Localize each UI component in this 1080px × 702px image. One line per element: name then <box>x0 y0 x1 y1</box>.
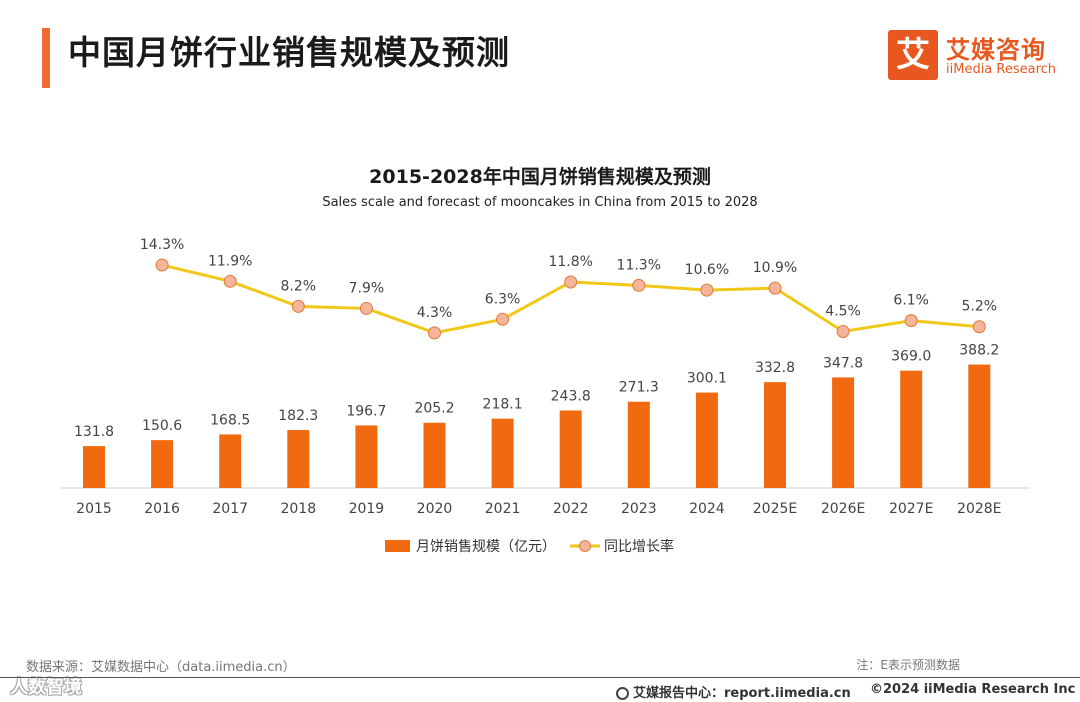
x-tick-2026E: 2026E <box>821 501 865 517</box>
growth-point-2028E <box>972 320 986 334</box>
bar-2018 <box>287 430 310 488</box>
bar-label-2027E: 369.0 <box>891 349 931 365</box>
growth-label-2026E: 4.5% <box>825 303 861 319</box>
footer-report: 艾媒报告中心：report.iimedia.cn <box>616 682 851 701</box>
legend-bar-swatch <box>385 540 410 552</box>
growth-label-2025E: 10.9% <box>753 260 797 276</box>
growth-point-2017 <box>223 274 237 288</box>
footer-copyright: ©2024 iiMedia Research Inc <box>870 682 1076 697</box>
chart-title: 2015-2028年中国月饼销售规模及预测 <box>369 166 711 188</box>
bar-2025E <box>764 382 786 488</box>
bar-label-2021: 218.1 <box>483 397 523 413</box>
x-tick-2015: 2015 <box>76 501 112 517</box>
growth-point-2025E <box>768 281 782 295</box>
bar-2021 <box>491 418 514 488</box>
growth-label-2019: 7.9% <box>349 280 385 296</box>
growth-label-2022: 11.8% <box>548 254 592 270</box>
growth-label-2017: 11.9% <box>208 253 252 269</box>
growth-rate-line <box>161 263 980 335</box>
growth-point-2026E <box>836 324 850 338</box>
page-title: 中国月饼行业销售规模及预测 <box>68 33 510 72</box>
growth-point-2020 <box>428 326 441 340</box>
bar-2020 <box>423 422 446 488</box>
logo-mark: 艾 <box>888 30 938 80</box>
legend-line-marker <box>579 540 591 552</box>
growth-point-2016 <box>155 258 169 272</box>
growth-point-2019 <box>359 301 373 315</box>
bar-label-2026E: 347.8 <box>823 355 863 371</box>
growth-label-2020: 4.3% <box>417 305 453 321</box>
growth-label-2016: 14.3% <box>140 237 184 253</box>
bar-label-2025E: 332.8 <box>755 360 795 376</box>
growth-label-2027E: 6.1% <box>893 293 929 309</box>
logo-chinese-name: 艾媒咨询 <box>946 36 1046 64</box>
x-tick-2028E: 2028E <box>957 501 1001 517</box>
legend-bar-label: 月饼销售规模（亿元） <box>416 539 556 555</box>
growth-label-2018: 8.2% <box>281 278 317 294</box>
bar-2027E <box>900 370 923 488</box>
x-tick-2018: 2018 <box>280 501 316 517</box>
growth-point-2022 <box>564 275 578 289</box>
bar-2015 <box>83 446 105 488</box>
x-tick-2021: 2021 <box>485 501 521 517</box>
bar-label-2019: 196.7 <box>346 403 386 419</box>
growth-point-2027E <box>904 314 918 328</box>
bar-2028E <box>968 364 991 488</box>
bar-2019 <box>355 425 378 488</box>
growth-label-2028E: 5.2% <box>962 299 998 315</box>
x-tick-2017: 2017 <box>212 501 248 517</box>
logo-english-name: iiMedia Research <box>946 62 1057 77</box>
bar-2026E <box>832 377 855 488</box>
legend-line-label: 同比增长率 <box>604 538 674 555</box>
bar-label-2015: 131.8 <box>74 424 114 440</box>
x-tick-2025E: 2025E <box>753 501 797 517</box>
bar-label-2018: 182.3 <box>278 408 318 424</box>
title-accent-bar <box>42 28 50 88</box>
growth-point-2024 <box>700 283 714 297</box>
growth-point-2021 <box>496 312 510 326</box>
growth-label-2024: 10.6% <box>685 262 729 278</box>
iimedia-logo: 艾 艾媒咨询 iiMedia Research <box>888 30 1063 80</box>
data-source: 数据来源：艾媒数据中心（data.iimedia.cn） <box>26 660 296 675</box>
bar-2022 <box>559 410 582 488</box>
x-tick-2022: 2022 <box>553 501 589 517</box>
x-tick-2019: 2019 <box>349 501 385 517</box>
x-tick-2024: 2024 <box>689 501 725 517</box>
globe-icon <box>616 687 629 700</box>
footer-divider <box>0 677 1080 678</box>
bar-label-2022: 243.8 <box>551 388 591 404</box>
x-tick-2016: 2016 <box>144 501 180 517</box>
x-tick-2027E: 2027E <box>889 501 933 517</box>
growth-label-2021: 6.3% <box>485 291 521 307</box>
growth-point-2023 <box>632 278 646 292</box>
bar-label-2020: 205.2 <box>414 401 454 417</box>
watermark: 人数智境 <box>10 677 82 698</box>
bar-2024 <box>695 392 718 488</box>
bar-label-2028E: 388.2 <box>959 343 999 359</box>
bar-2023 <box>627 401 650 488</box>
growth-label-2023: 11.3% <box>617 257 661 273</box>
bar-label-2016: 150.6 <box>142 418 182 434</box>
x-tick-2023: 2023 <box>621 501 657 517</box>
bar-label-2023: 271.3 <box>619 380 659 396</box>
bar-2016 <box>151 440 174 488</box>
x-tick-2020: 2020 <box>417 501 453 517</box>
bar-label-2024: 300.1 <box>687 371 727 387</box>
footer-report-text: 艾媒报告中心：report.iimedia.cn <box>633 686 851 701</box>
bar-2017 <box>219 434 242 488</box>
growth-point-2018 <box>291 299 305 313</box>
forecast-note: 注：E表示预测数据 <box>856 658 960 672</box>
chart-subtitle: Sales scale and forecast of mooncakes in… <box>322 195 758 210</box>
bar-label-2017: 168.5 <box>210 412 250 428</box>
